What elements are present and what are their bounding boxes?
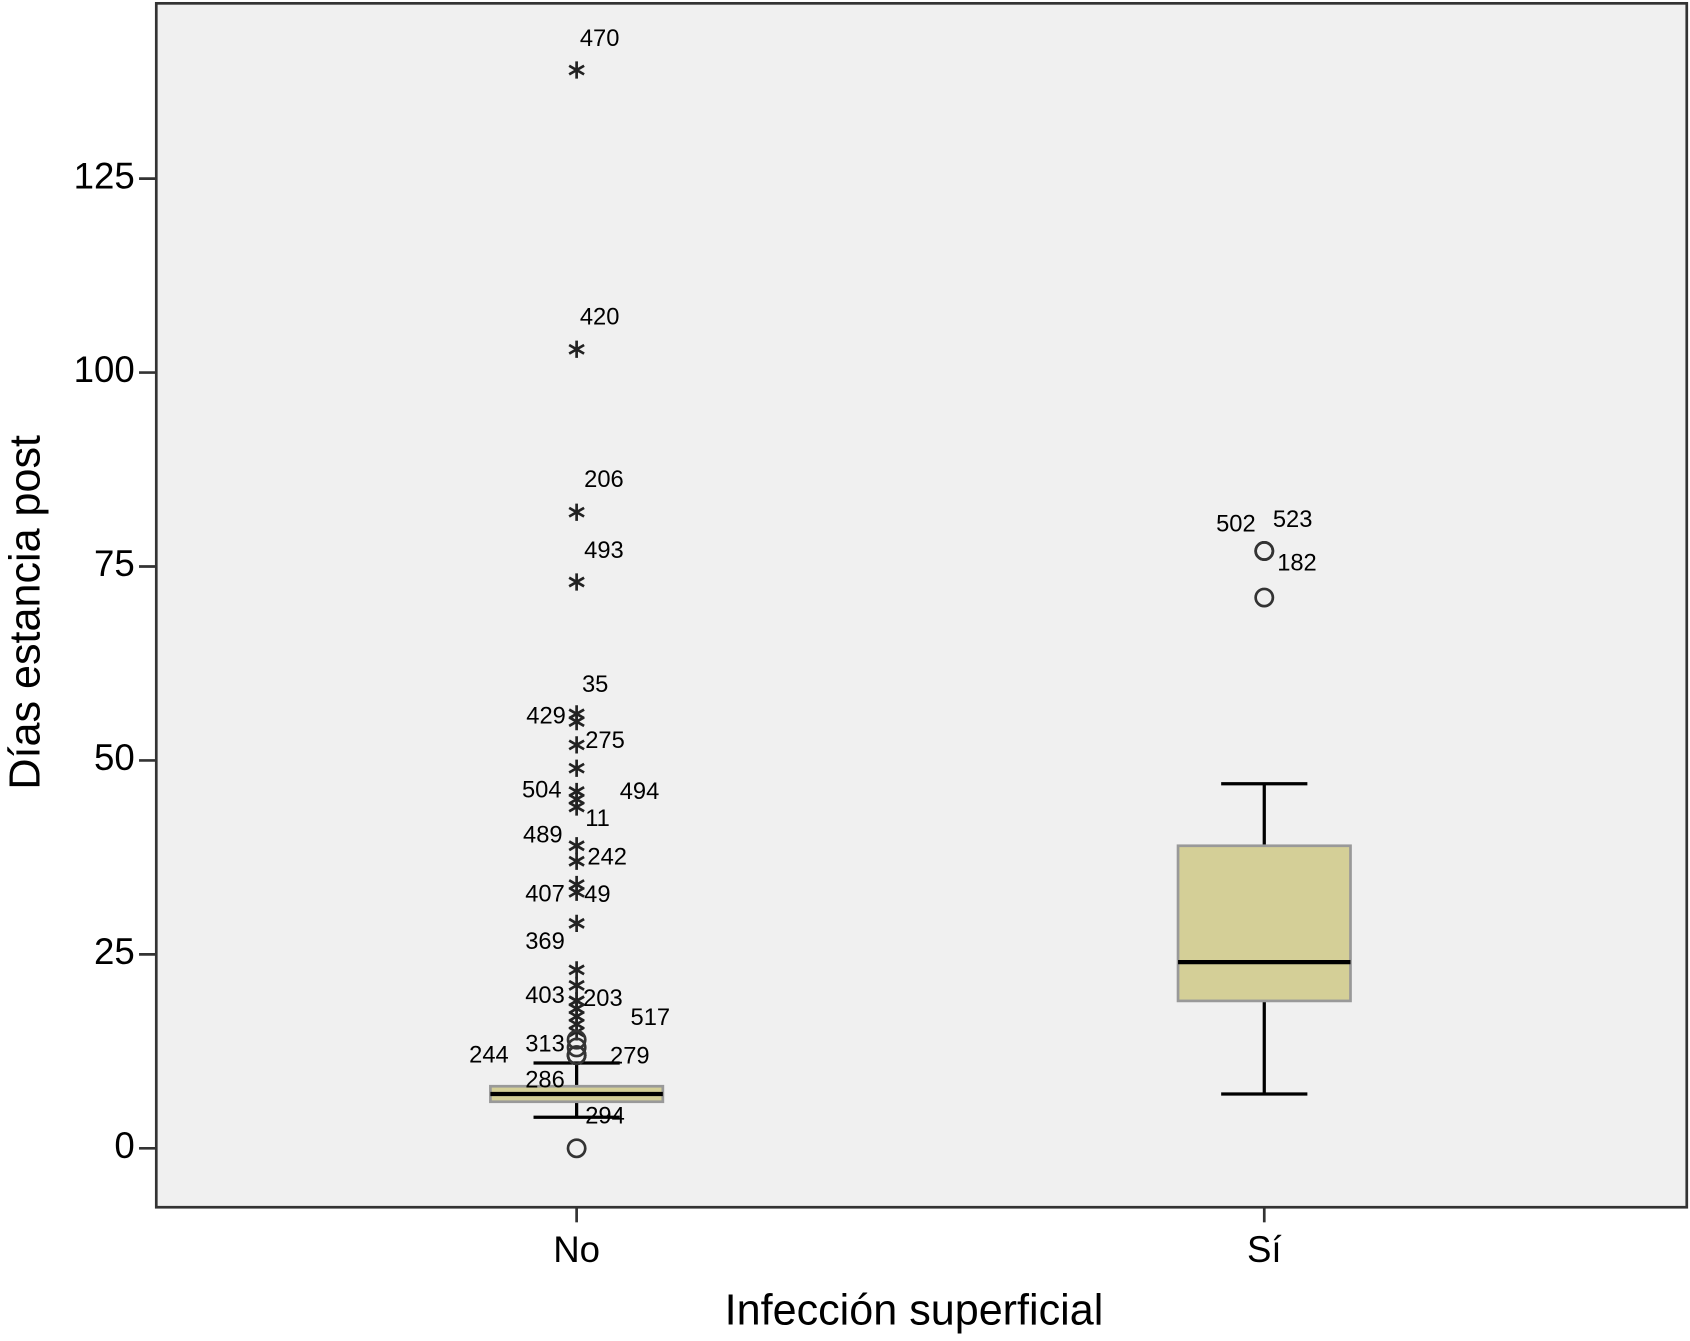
outlier-label: 494 <box>620 779 660 805</box>
outlier-label: 313 <box>525 1031 565 1057</box>
outlier-star <box>568 503 585 521</box>
outlier-circle <box>1254 541 1275 561</box>
outlier-label: 493 <box>584 538 624 564</box>
y-tick-label: 25 <box>94 931 135 972</box>
outlier-label: 279 <box>610 1044 650 1070</box>
box-group: 502 523 182 <box>1176 507 1352 1096</box>
outlier-label: 242 <box>587 844 627 870</box>
outlier-label: 504 <box>522 778 562 804</box>
x-axis-title: Infección superficial <box>725 1286 1104 1334</box>
outlier-label: 203 <box>583 986 623 1012</box>
outlier-label: 502 <box>1216 511 1256 537</box>
outlier-label: 244 <box>469 1043 509 1069</box>
y-axis-title: Días estancia post <box>1 435 49 790</box>
outlier-label: 517 <box>631 1005 671 1031</box>
outlier-label: 407 <box>525 882 565 908</box>
outlier-star <box>568 736 585 754</box>
box-group: 470 420 206 493 35 429 275 504 494 11 489 242 407 49 3… <box>469 26 671 1159</box>
x-tick-label: No <box>553 1229 600 1270</box>
outlier-star <box>568 340 585 358</box>
y-tick-label: 100 <box>74 349 135 390</box>
outlier-label: 206 <box>584 467 624 493</box>
y-tick-label: 75 <box>94 543 135 584</box>
outlier-label: 294 <box>585 1103 625 1129</box>
outlier-label: 523 <box>1273 507 1313 533</box>
y-tick-label: 125 <box>74 155 135 196</box>
outlier-star <box>568 883 585 901</box>
y-tick-label: 0 <box>114 1125 134 1166</box>
outlier-circle <box>566 1037 587 1058</box>
outlier-circle <box>566 1045 587 1066</box>
plot-background <box>154 1 1689 1209</box>
outlier-star <box>568 573 585 591</box>
outlier-star <box>568 852 585 870</box>
outlier-circle <box>1254 587 1275 608</box>
outlier-star <box>568 961 585 979</box>
outlier-circle <box>566 1029 587 1050</box>
outlier-circle <box>566 1138 587 1159</box>
outlier-star <box>568 759 585 777</box>
outlier-star <box>568 976 585 995</box>
outlier-star <box>568 837 585 855</box>
outlier-star <box>568 798 585 816</box>
y-tick-label: 50 <box>94 737 135 778</box>
outlier-star <box>568 61 585 79</box>
outlier-label: 49 <box>584 882 610 908</box>
outlier-label: 369 <box>525 929 565 955</box>
outlier-label: 286 <box>525 1067 565 1093</box>
outlier-star <box>568 914 585 932</box>
outlier-star <box>568 713 585 731</box>
outlier-label: 420 <box>580 304 620 330</box>
outlier-label: 429 <box>526 704 566 730</box>
outlier-label: 35 <box>582 672 608 698</box>
box <box>1176 844 1352 1003</box>
x-tick-label: Sí <box>1247 1229 1282 1270</box>
outlier-label: 275 <box>585 728 625 754</box>
outlier-label: 182 <box>1277 550 1317 576</box>
outlier-label: 11 <box>585 806 610 832</box>
outlier-label: 403 <box>525 983 565 1009</box>
outlier-label: 489 <box>523 822 563 848</box>
outlier-label: 470 <box>580 26 620 52</box>
